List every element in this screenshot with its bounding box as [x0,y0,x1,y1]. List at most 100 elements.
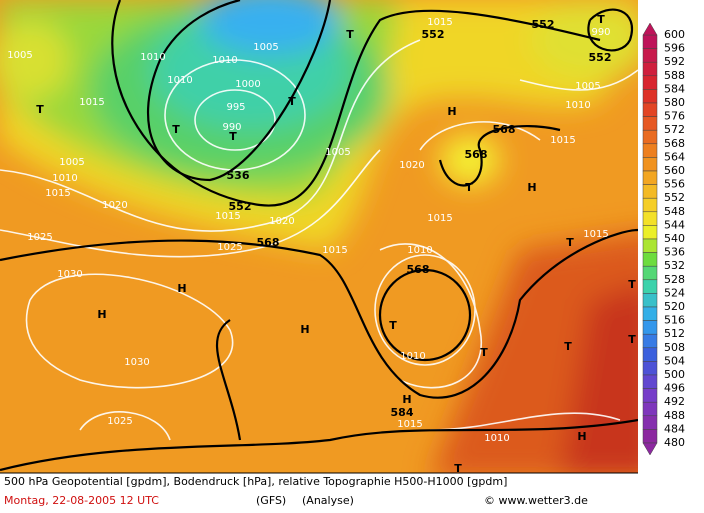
legend-swatch [642,306,658,321]
legend-swatch [642,61,658,77]
map-label: T [564,340,572,353]
map-label: 1005 [253,42,278,53]
map-label: 1005 [7,50,32,61]
map-label: 584 [391,406,414,419]
map-label: H [402,393,411,406]
legend-label: 564 [664,150,685,163]
map-label: 1015 [322,245,347,256]
map-label: 568 [465,148,488,161]
legend-swatch [642,197,658,213]
map-label: 1010 [400,351,425,362]
legend-swatch [642,415,658,430]
legend-label: 528 [664,273,685,286]
map-label: 1020 [102,200,127,211]
map-label: 1015 [215,211,240,222]
legend-swatch [642,347,658,362]
map-label: 1005 [59,157,84,168]
legend-arrow-top [642,22,658,36]
map-label: 552 [532,18,555,31]
map-label: 1010 [52,173,77,184]
footer-credit: © www.wetter3.de [484,494,588,507]
footer-model: (GFS) [256,494,286,507]
legend-label: 536 [664,246,685,259]
map-label: 1015 [45,188,70,199]
legend-label: 484 [664,422,685,435]
map-label: 568 [493,123,516,136]
map-label: T [628,333,636,346]
legend-swatch [642,89,658,104]
legend-swatch [642,75,658,90]
map-label: 1015 [427,17,452,28]
legend-label: 480 [664,436,685,449]
legend-label: 488 [664,409,685,422]
map-label: 1015 [550,135,575,146]
legend-label: 524 [664,286,685,299]
map-label: 1020 [399,160,424,171]
map-label: T [36,103,44,116]
map-label: 1005 [575,81,600,92]
map-label: 1015 [397,419,422,430]
legend-label: 504 [664,354,685,367]
map-label: T [346,28,354,41]
legend-label: 560 [664,164,685,177]
map-label: T [454,462,462,475]
legend-label: 544 [664,218,685,231]
map-label: 1025 [217,242,242,253]
legend-label: 600 [664,28,685,41]
legend-swatch [642,102,658,117]
legend-label: 508 [664,341,685,354]
map-label: 1030 [124,357,149,368]
map-label: 990 [591,27,610,38]
map-label: T [172,123,180,136]
legend-label: 552 [664,191,685,204]
legend-swatch [642,238,658,253]
legend-label: 492 [664,395,685,408]
map-label: 1010 [140,52,165,63]
legend-swatch [642,157,658,172]
map-label: 552 [422,28,445,41]
legend-label: 520 [664,300,685,313]
legend-swatch [642,211,658,226]
legend-swatch [642,361,658,376]
map-label: H [97,308,106,321]
map-label: 1010 [212,55,237,66]
legend-label: 568 [664,137,685,150]
legend-swatch [642,184,658,199]
legend-swatch [642,34,658,49]
legend-swatch [642,279,658,294]
map-label: H [300,323,309,336]
legend-swatch [642,129,658,145]
legend-label: 496 [664,382,685,395]
legend-swatch [642,320,658,335]
legend-label: 516 [664,314,685,327]
map-label: 568 [257,236,280,249]
legend-label: 532 [664,259,685,272]
legend-swatch [642,252,658,267]
map-label: T [566,236,574,249]
map-label: T [389,319,397,332]
map-label: 552 [589,51,612,64]
map-label: T [229,130,237,143]
legend-label: 596 [664,42,685,55]
legend-label: 540 [664,232,685,245]
legend-swatch [642,388,658,403]
legend-swatch [642,429,658,444]
legend-swatch [642,116,658,131]
footer-bg [0,473,704,513]
legend-swatch [642,225,658,240]
map-label: 1000 [235,79,260,90]
footer-date: Montag, 22-08-2005 12 UTC [4,494,159,507]
legend-label: 576 [664,110,685,123]
legend-swatch [642,401,658,417]
legend-label: 580 [664,96,685,109]
map-label: T [288,95,296,108]
legend-arrow-bottom [642,442,658,456]
color-legend: 6005965925885845805765725685645605565525… [642,22,685,456]
legend-label: 588 [664,69,685,82]
legend-label: 548 [664,205,685,218]
legend-label: 584 [664,82,685,95]
map-label: 990 [222,122,241,133]
map-label: H [447,105,456,118]
map-label: 536 [227,169,250,182]
